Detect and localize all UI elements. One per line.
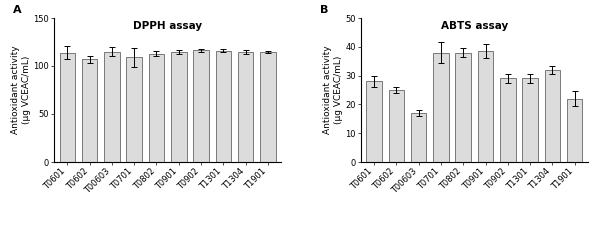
- Bar: [171, 52, 187, 162]
- Text: ABTS assay: ABTS assay: [441, 21, 508, 31]
- Bar: [367, 81, 382, 162]
- Bar: [193, 50, 209, 162]
- Bar: [545, 70, 560, 162]
- Bar: [104, 52, 120, 162]
- Bar: [127, 57, 142, 162]
- Bar: [215, 51, 231, 162]
- Bar: [411, 113, 427, 162]
- Bar: [455, 53, 471, 162]
- Bar: [500, 79, 515, 162]
- Bar: [478, 51, 493, 162]
- Bar: [567, 99, 583, 162]
- Bar: [260, 52, 275, 162]
- Text: A: A: [13, 5, 22, 15]
- Bar: [149, 54, 164, 162]
- Bar: [59, 53, 75, 162]
- Bar: [522, 79, 538, 162]
- Bar: [82, 59, 97, 162]
- Text: B: B: [320, 5, 328, 15]
- Bar: [238, 52, 253, 162]
- Bar: [389, 90, 404, 162]
- Y-axis label: Antioxidant activity
(µg VCEAC/mL): Antioxidant activity (µg VCEAC/mL): [323, 46, 343, 134]
- Text: DPPH assay: DPPH assay: [133, 21, 202, 31]
- Bar: [433, 53, 449, 162]
- Y-axis label: Antioxidant activity
(µg VCEAC/mL): Antioxidant activity (µg VCEAC/mL): [11, 46, 31, 134]
